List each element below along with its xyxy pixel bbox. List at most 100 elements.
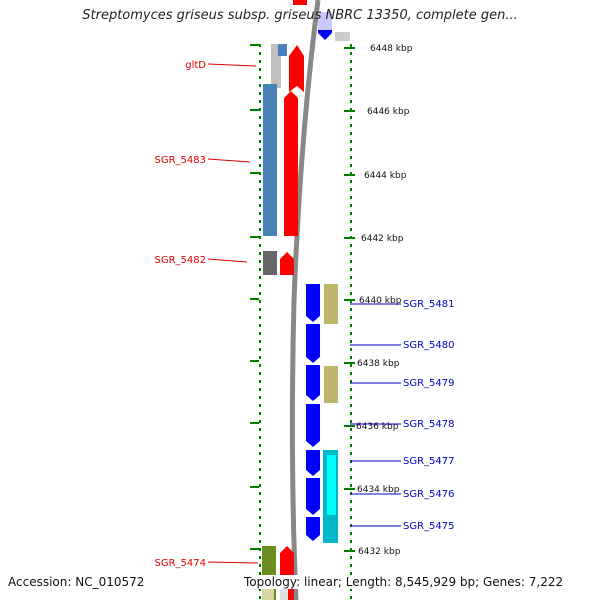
sgr5476-blue-arrow bbox=[306, 478, 320, 515]
scale-dot bbox=[259, 60, 261, 63]
sgr5477-blue-arrow bbox=[306, 450, 320, 476]
top-gray-feature bbox=[335, 32, 350, 41]
scale-dot bbox=[350, 596, 352, 599]
left-gene-label[interactable]: SGR_5474 bbox=[155, 558, 207, 569]
right-gene-label[interactable]: SGR_5481 bbox=[403, 299, 455, 310]
scale-dot bbox=[259, 396, 261, 399]
major-tick bbox=[250, 422, 259, 424]
sgr5482-red-arrow bbox=[280, 252, 294, 275]
scale-dot bbox=[350, 556, 352, 559]
top-blue-gene-arrow bbox=[318, 30, 332, 40]
scale-dot bbox=[259, 172, 261, 175]
sgr5481-blue-arrow bbox=[306, 284, 320, 322]
cyan-feature-light bbox=[327, 455, 336, 515]
scale-dot bbox=[259, 500, 261, 503]
scale-dot bbox=[350, 484, 352, 487]
scale-dot bbox=[259, 372, 261, 375]
major-tick bbox=[344, 362, 355, 364]
scale-dot bbox=[259, 148, 261, 151]
scale-labels: 6448 kbp 6446 kbp 6444 kbp 6442 kbp 6440 kbp… bbox=[356, 44, 413, 557]
scale-dot bbox=[350, 308, 352, 311]
scale-dot bbox=[259, 444, 261, 447]
scale-dot bbox=[259, 276, 261, 279]
right-gene-label[interactable]: SGR_5478 bbox=[403, 419, 455, 430]
scale-tick-label: 6444 kbp bbox=[364, 171, 407, 181]
scale-dot bbox=[259, 156, 261, 159]
topology-text: Topology: linear; Length: 8,545,929 bp; … bbox=[244, 575, 564, 589]
scale-dot bbox=[259, 316, 261, 319]
scale-dot bbox=[350, 588, 352, 591]
scale-dot bbox=[259, 468, 261, 471]
scale-dot bbox=[350, 388, 352, 391]
right-gene-label[interactable]: SGR_5477 bbox=[403, 456, 455, 467]
right-gene-label[interactable]: SGR_5476 bbox=[403, 489, 455, 500]
scale-dot bbox=[259, 236, 261, 239]
scale-dot bbox=[259, 420, 261, 423]
scale-dot bbox=[259, 476, 261, 479]
scale-dot bbox=[259, 44, 261, 47]
sgr5474-lightgray-bar bbox=[280, 585, 288, 600]
scale-dot bbox=[350, 420, 352, 423]
scale-dot bbox=[259, 196, 261, 199]
scale-dot bbox=[350, 572, 352, 575]
scale-dot bbox=[259, 564, 261, 567]
major-tick bbox=[344, 299, 355, 301]
major-tick bbox=[344, 550, 355, 552]
scale-dot bbox=[259, 380, 261, 383]
scale-dot bbox=[350, 156, 352, 159]
scale-dot bbox=[350, 284, 352, 287]
khaki-feature-1 bbox=[324, 284, 338, 324]
blue-gene-arrows bbox=[306, 284, 320, 541]
scale-dot bbox=[350, 108, 352, 111]
gltD-gray-bar bbox=[271, 44, 281, 88]
scale-dot bbox=[259, 260, 261, 263]
scale-dot bbox=[259, 52, 261, 55]
scale-dot bbox=[350, 124, 352, 127]
scale-dot bbox=[259, 76, 261, 79]
left-gene-label[interactable]: gltD bbox=[185, 60, 206, 71]
top-red-gene-fragment bbox=[293, 0, 307, 5]
right-gene-label[interactable]: SGR_5479 bbox=[403, 378, 455, 389]
scale-dot bbox=[259, 364, 261, 367]
scale-dot bbox=[350, 44, 352, 47]
scale-dot bbox=[350, 172, 352, 175]
scale-dot bbox=[350, 60, 352, 63]
sgr5479-blue-arrow bbox=[306, 365, 320, 401]
left-gene-label[interactable]: SGR_5483 bbox=[155, 155, 207, 166]
major-tick bbox=[250, 172, 259, 174]
scale-dot bbox=[350, 164, 352, 167]
right-gene-label[interactable]: SGR_5480 bbox=[403, 340, 455, 351]
scale-dot bbox=[350, 340, 352, 343]
major-tick bbox=[344, 47, 355, 49]
scale-dot bbox=[350, 436, 352, 439]
scale-dot bbox=[259, 252, 261, 255]
scale-dot bbox=[259, 284, 261, 287]
major-tick bbox=[344, 237, 355, 239]
scale-dot bbox=[350, 100, 352, 103]
scale-dot bbox=[350, 452, 352, 455]
scale-dot bbox=[350, 68, 352, 71]
right-major-ticks bbox=[344, 47, 355, 552]
scale-dot bbox=[259, 116, 261, 119]
scale-dot bbox=[259, 412, 261, 415]
scale-tick-label: 6434 kbp bbox=[357, 485, 400, 495]
left-gene-label[interactable]: SGR_5482 bbox=[155, 255, 207, 266]
scale-dot bbox=[259, 532, 261, 535]
scale-dot bbox=[259, 108, 261, 111]
right-gene-label[interactable]: SGR_5475 bbox=[403, 521, 455, 532]
major-tick bbox=[250, 236, 259, 238]
accession-text: Accession: NC_010572 bbox=[8, 575, 145, 589]
scale-dot bbox=[350, 500, 352, 503]
left-major-ticks bbox=[250, 44, 259, 550]
scale-dot bbox=[350, 508, 352, 511]
scale-dot bbox=[350, 268, 352, 271]
scale-dot bbox=[350, 516, 352, 519]
scale-dot bbox=[350, 300, 352, 303]
scale-dot bbox=[350, 92, 352, 95]
scale-dot bbox=[350, 380, 352, 383]
left-gene-labels: gltD SGR_5483 SGR_5482 SGR_5474 bbox=[155, 60, 259, 569]
left-gene-leader-line bbox=[207, 158, 251, 163]
scale-dot bbox=[350, 332, 352, 335]
scale-dot bbox=[259, 508, 261, 511]
scale-dot bbox=[259, 404, 261, 407]
